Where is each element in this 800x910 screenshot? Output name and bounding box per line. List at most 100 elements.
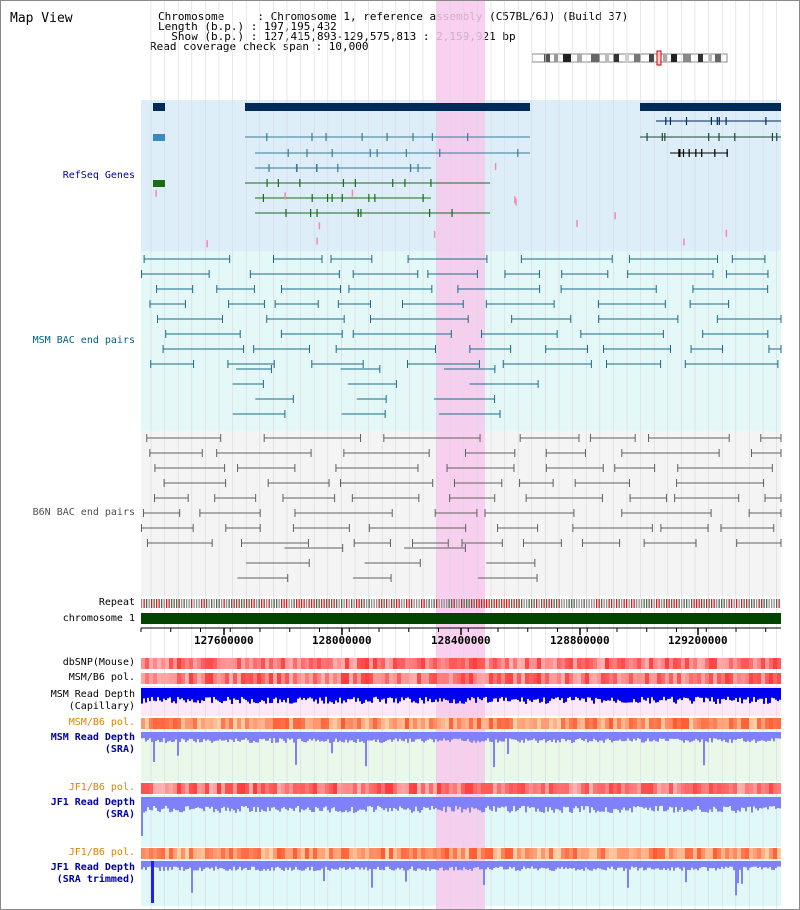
depth-bar [709, 797, 711, 810]
depth-bar [191, 688, 193, 700]
depth-bar [327, 688, 329, 704]
depth-bar [723, 688, 725, 699]
msm-bac-pairs[interactable] [141, 255, 782, 418]
depth-bar [775, 732, 777, 739]
track-label-b6n-bac[interactable]: B6N BAC end pairs [32, 507, 135, 518]
repeat-mark [178, 599, 180, 608]
track-label-jf1-depth-trim[interactable]: JF1 Read Depth (SRA trimmed) [50, 862, 135, 885]
track-label-jf1-b6-pol-2[interactable]: JF1/B6 pol. [68, 847, 135, 858]
depth-bar [495, 861, 497, 868]
depth-bar [177, 732, 179, 756]
depth-bar [193, 732, 195, 742]
track-label-jf1-depth-sra[interactable]: JF1 Read Depth (SRA) [50, 797, 135, 820]
depth-bar [141, 797, 143, 836]
track-label-refseq[interactable]: RefSeq Genes [62, 170, 135, 181]
track-label-msm-b6-pol[interactable]: MSM/B6 pol. [68, 672, 135, 683]
depth-bar [669, 688, 671, 699]
depth-bar [225, 688, 227, 701]
depth-bar [683, 861, 685, 868]
depth-bar [549, 861, 551, 871]
refseq-genes[interactable] [153, 103, 781, 248]
depth-bar [237, 861, 239, 870]
depth-bar [411, 861, 413, 867]
depth-bar [191, 732, 193, 739]
depth-bar [635, 732, 637, 741]
depth-bar [717, 732, 719, 740]
track-label-chromosome[interactable]: chromosome 1 [62, 613, 135, 624]
repeat-mark [341, 599, 343, 608]
pol-cell [309, 673, 313, 684]
track-label-msm-b6-pol-sra[interactable]: MSM/B6 pol. [68, 717, 135, 728]
pol-cell [413, 658, 417, 669]
depth-bar [595, 688, 597, 698]
pol-cell [429, 673, 433, 684]
highlight-region[interactable] [436, 1, 485, 910]
depth-bar [669, 797, 671, 807]
depth-bar [361, 861, 363, 868]
depth-bar [377, 797, 379, 806]
depth-bar [235, 861, 237, 871]
depth-bar [407, 861, 409, 871]
depth-bar [661, 688, 663, 701]
depth-bar [529, 861, 531, 869]
pol-cell [773, 783, 777, 794]
depth-bar [449, 861, 451, 868]
repeat-mark [568, 599, 570, 608]
depth-bar [201, 797, 203, 809]
ruler-tick-label: 128000000 [312, 634, 372, 647]
pol-cell [297, 658, 301, 669]
pol-cell [573, 673, 577, 684]
ideogram-position-marker[interactable] [656, 50, 662, 66]
track-label-msm-depth-cap[interactable]: MSM Read Depth (Capillary) [50, 689, 135, 712]
depth-bar [673, 797, 675, 813]
pol-cell [629, 783, 633, 794]
depth-bar [609, 688, 611, 701]
depth-bar [207, 688, 209, 698]
repeat-mark [426, 599, 428, 608]
track-label-msm-bac[interactable]: MSM BAC end pairs [32, 335, 135, 346]
depth-bar [623, 861, 625, 871]
depth-bar [387, 797, 389, 812]
depth-bar [331, 688, 333, 703]
track-label-repeat[interactable]: Repeat [98, 597, 135, 608]
pol-cell [761, 718, 765, 729]
repeat-track[interactable] [141, 599, 780, 608]
pol-cell [569, 718, 573, 729]
track-label-dbsnp[interactable]: dbSNP(Mouse) [62, 657, 135, 668]
depth-bar [591, 797, 593, 808]
depth-bar [271, 797, 273, 808]
pol-cell [293, 783, 297, 794]
chromosome-bar[interactable] [141, 613, 781, 624]
depth-bar [253, 797, 255, 807]
repeat-mark [236, 599, 238, 608]
repeat-mark [251, 599, 253, 608]
depth-bar [351, 797, 353, 807]
b6n-bac-pairs[interactable] [140, 434, 782, 582]
repeat-mark [676, 599, 678, 608]
depth-bar [429, 688, 431, 699]
depth-bar [667, 797, 669, 810]
track-label-msm-depth-sra[interactable]: MSM Read Depth (SRA) [50, 732, 135, 755]
repeat-mark [746, 599, 748, 608]
depth-bar [219, 688, 221, 702]
polymorphism-strips[interactable] [141, 658, 781, 859]
pol-cell [497, 658, 501, 669]
depth-bar [215, 797, 217, 810]
pol-cell [493, 718, 497, 729]
depth-bar [753, 732, 755, 740]
depth-bar [517, 688, 519, 700]
chromosome-ideogram[interactable] [531, 50, 728, 66]
depth-bar [725, 797, 727, 808]
depth-bar [513, 688, 515, 700]
depth-bar [761, 797, 763, 809]
repeat-mark [221, 599, 223, 608]
track-label-jf1-b6-pol[interactable]: JF1/B6 pol. [68, 782, 135, 793]
repeat-mark [463, 599, 465, 608]
depth-bar [549, 797, 551, 808]
pol-cell [317, 848, 321, 859]
read-depth-tracks[interactable] [141, 688, 781, 903]
depth-bar [441, 688, 443, 702]
depth-bar [401, 861, 403, 869]
pol-cell [753, 718, 757, 729]
